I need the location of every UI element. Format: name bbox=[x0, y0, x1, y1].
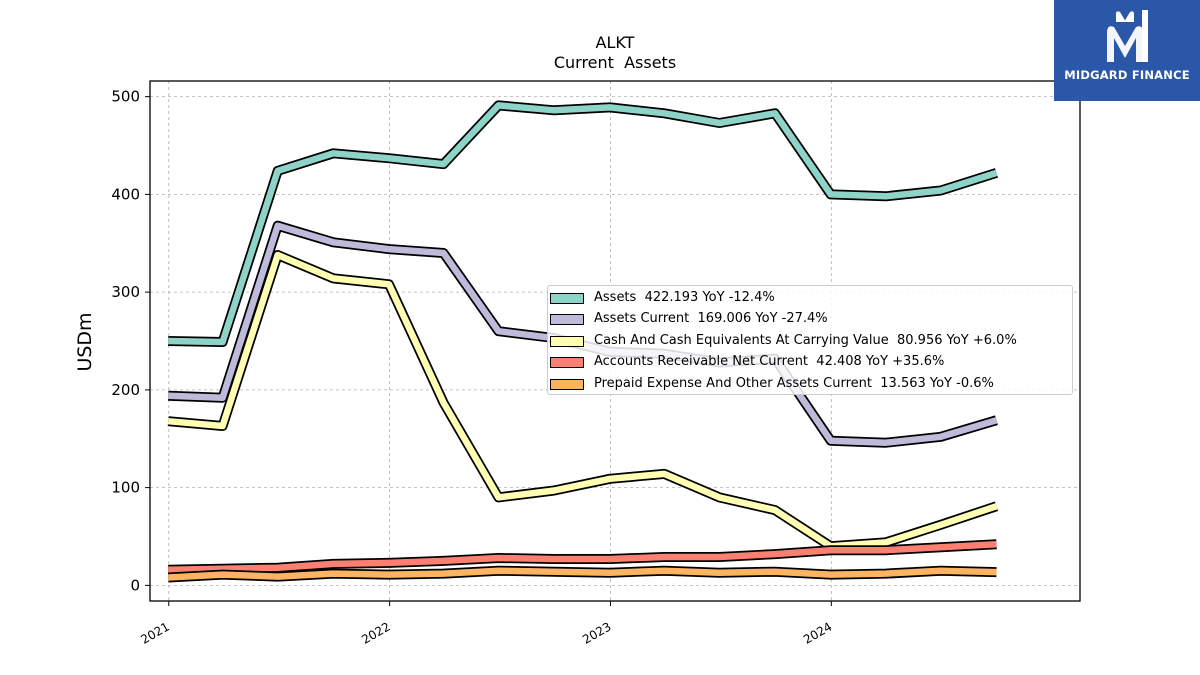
y-tick-label: 200 bbox=[111, 381, 140, 399]
legend-swatch bbox=[550, 293, 584, 304]
y-tick-label: 100 bbox=[111, 479, 140, 497]
legend-item: Prepaid Expense And Other Assets Current… bbox=[548, 374, 1072, 395]
y-axis: 0 100 200 300 400 500 bbox=[111, 88, 150, 594]
legend-label: Assets Current 169.006 YoY -27.4% bbox=[594, 311, 828, 327]
chart-legend: Assets 422.193 YoY -12.4% Assets Current … bbox=[547, 285, 1073, 395]
legend-swatch bbox=[550, 357, 584, 369]
chart-title: ALKT bbox=[596, 33, 635, 52]
series-line bbox=[168, 567, 997, 581]
midgard-finance-logo: MIDGARD FINANCE bbox=[1054, 0, 1200, 101]
legend-item: Assets Current 169.006 YoY -27.4% bbox=[548, 309, 1072, 330]
midgard-m-logo-icon bbox=[1107, 10, 1148, 62]
legend-item: Assets 422.193 YoY -12.4% bbox=[548, 288, 1072, 309]
legend-swatch bbox=[550, 335, 584, 347]
y-tick-label: 500 bbox=[111, 88, 140, 106]
logo-text: MIDGARD FINANCE bbox=[1064, 68, 1190, 82]
x-axis: 2021 2022 2023 2024 bbox=[138, 601, 834, 647]
series-line bbox=[168, 102, 998, 346]
y-tick-label: 300 bbox=[111, 283, 140, 301]
series-4 bbox=[167, 565, 997, 583]
series-line bbox=[167, 251, 998, 550]
plot-frame bbox=[149, 80, 1081, 602]
x-tick-label: 2021 bbox=[138, 619, 171, 646]
legend-item: Accounts Receivable Net Current 42.408 Y… bbox=[548, 352, 1072, 373]
series-0 bbox=[168, 100, 999, 347]
y-axis-label: USDm bbox=[74, 312, 96, 371]
legend-item: Cash And Cash Equivalents At Carrying Va… bbox=[548, 331, 1072, 352]
chart-subtitle: Current Assets bbox=[554, 53, 676, 72]
legend-label: Cash And Cash Equivalents At Carrying Va… bbox=[594, 332, 1017, 348]
series-3 bbox=[168, 539, 997, 575]
legend-label: Assets 422.193 YoY -12.4% bbox=[594, 290, 775, 305]
legend-swatch bbox=[550, 314, 584, 326]
x-tick-label: 2022 bbox=[359, 619, 392, 646]
x-tick-label: 2023 bbox=[580, 619, 613, 646]
series-line bbox=[168, 541, 997, 573]
y-tick-label: 400 bbox=[111, 185, 140, 203]
y-tick-label: 0 bbox=[130, 576, 140, 594]
x-tick-label: 2024 bbox=[801, 619, 834, 646]
legend-label: Prepaid Expense And Other Assets Current… bbox=[594, 375, 994, 391]
legend-label: Accounts Receivable Net Current 42.408 Y… bbox=[594, 354, 945, 370]
legend-swatch bbox=[550, 378, 584, 390]
series-2 bbox=[167, 250, 999, 552]
